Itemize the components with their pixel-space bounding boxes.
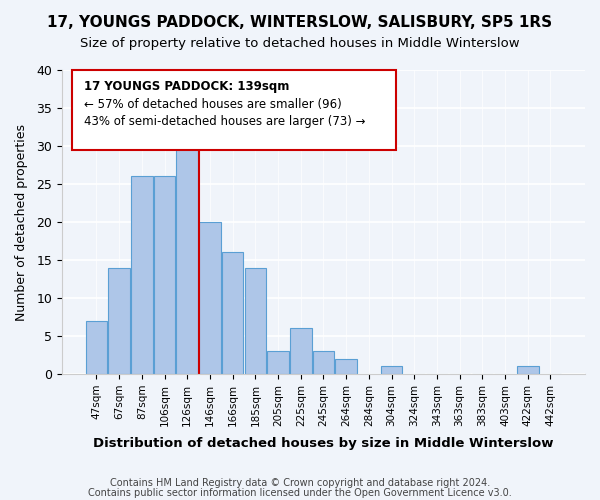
Text: ← 57% of detached houses are smaller (96): ← 57% of detached houses are smaller (96… [84, 98, 342, 110]
Bar [517, 366, 539, 374]
Bar [381, 366, 403, 374]
Text: 17, YOUNGS PADDOCK, WINTERSLOW, SALISBURY, SP5 1RS: 17, YOUNGS PADDOCK, WINTERSLOW, SALISBUR… [47, 15, 553, 30]
Text: 43% of semi-detached houses are larger (73) →: 43% of semi-detached houses are larger (… [84, 115, 365, 128]
Bar [199, 222, 221, 374]
Bar [267, 351, 289, 374]
Bar [154, 176, 175, 374]
Bar [176, 138, 198, 374]
Y-axis label: Number of detached properties: Number of detached properties [15, 124, 28, 320]
Text: Contains HM Land Registry data © Crown copyright and database right 2024.: Contains HM Land Registry data © Crown c… [110, 478, 490, 488]
Bar [313, 351, 334, 374]
Text: Contains public sector information licensed under the Open Government Licence v3: Contains public sector information licen… [88, 488, 512, 498]
Bar [245, 268, 266, 374]
Bar [131, 176, 152, 374]
X-axis label: Distribution of detached houses by size in Middle Winterslow: Distribution of detached houses by size … [93, 437, 554, 450]
Bar [335, 359, 357, 374]
Bar [290, 328, 311, 374]
Text: Size of property relative to detached houses in Middle Winterslow: Size of property relative to detached ho… [80, 38, 520, 51]
Text: 17 YOUNGS PADDOCK: 139sqm: 17 YOUNGS PADDOCK: 139sqm [84, 80, 289, 93]
Bar [222, 252, 244, 374]
Bar [109, 268, 130, 374]
Bar [86, 321, 107, 374]
